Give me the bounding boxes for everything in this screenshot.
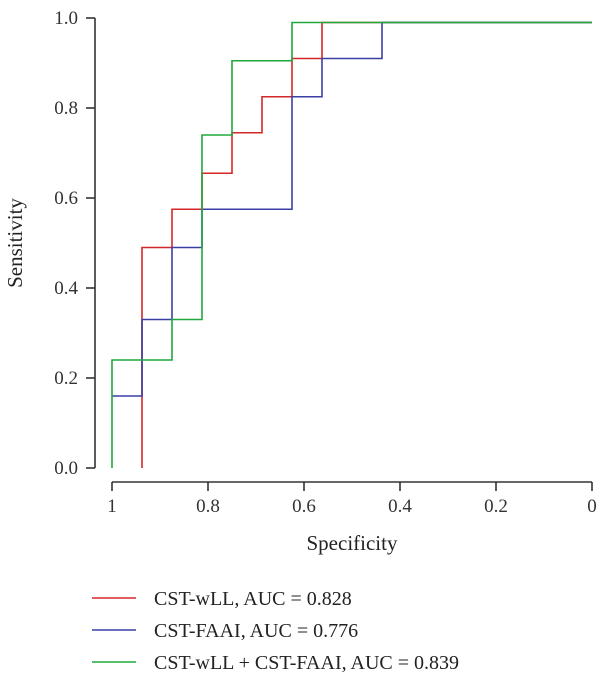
- legend-label-3: CST-wLL + CST-FAAI, AUC = 0.839: [154, 652, 459, 674]
- x-tick-label: 0: [587, 496, 597, 517]
- x-tick-label: 1: [107, 496, 117, 517]
- y-axis-title: Sensitivity: [3, 198, 27, 288]
- roc-curves: [111, 21, 592, 468]
- roc-series-line-3: [111, 21, 592, 468]
- y-tick-label: 1.0: [54, 8, 78, 29]
- legend-label-2: CST-FAAI, AUC = 0.776: [154, 620, 358, 642]
- y-tick-label: 0.8: [54, 98, 78, 119]
- legend-label-1: CST-wLL, AUC = 0.828: [154, 588, 352, 610]
- x-tick-label: 0.8: [196, 496, 220, 517]
- axes: 0.0 0.2 0.4 0.6 0.8 1.0 1 0.8 0.6 0.4 0.2 0 Specific…: [3, 8, 597, 555]
- y-tick-label: 0.0: [54, 458, 78, 479]
- legend: CST-wLL, AUC = 0.828 CST-FAAI, AUC = 0.77…: [92, 588, 459, 674]
- y-tick-label: 0.4: [54, 278, 78, 299]
- x-tick-label: 0.2: [484, 496, 508, 517]
- y-tick-label: 0.6: [54, 188, 78, 209]
- x-axis-title: Specificity: [307, 531, 398, 555]
- x-tick-label: 0.6: [292, 496, 316, 517]
- roc-series-line-2: [112, 21, 592, 397]
- roc-series-line-1: [141, 21, 592, 468]
- x-tick-label: 0.4: [388, 496, 412, 517]
- y-tick-label: 0.2: [54, 368, 78, 389]
